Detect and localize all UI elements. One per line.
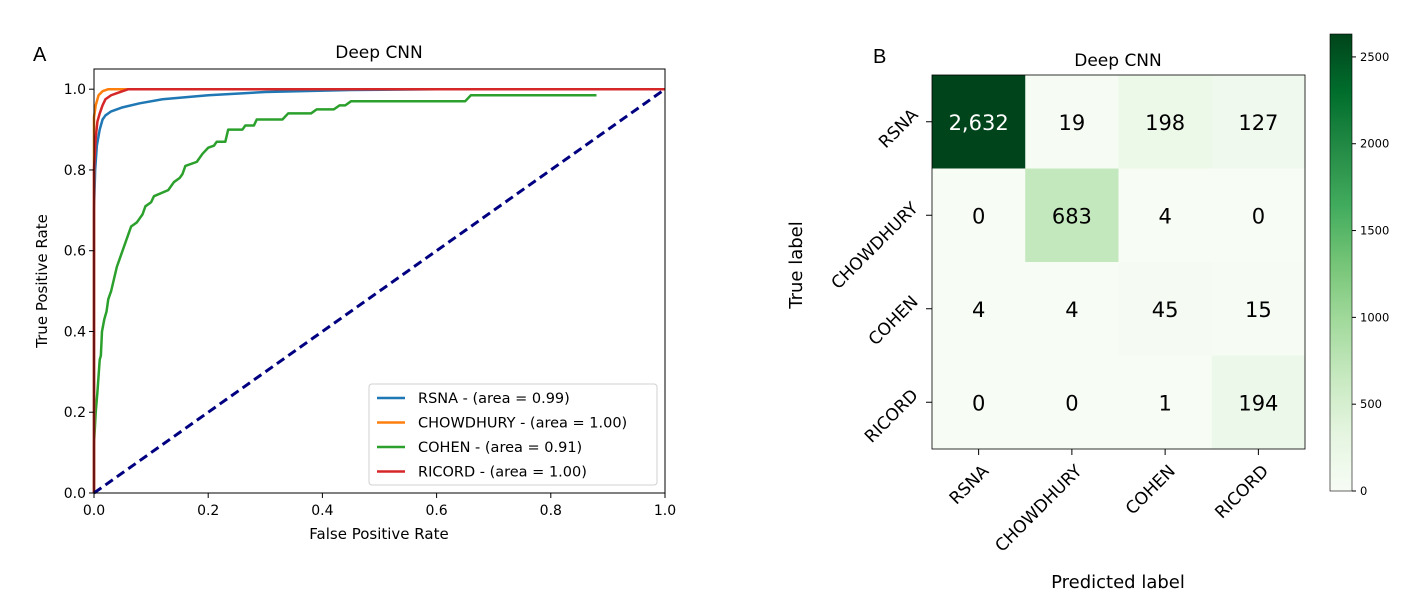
cm-cell-value: 683 (1052, 204, 1092, 228)
cm-cell-value: 1 (1158, 391, 1171, 415)
roc-axes-frame (93, 68, 666, 494)
roc-line-ricord (92, 87, 665, 493)
cm-y-tick-label: COHEN (865, 292, 923, 350)
x-tick-label: 0.6 (425, 503, 447, 519)
legend-entry: COHEN - (area = 0.91) (418, 440, 582, 456)
cm-frame (931, 74, 1306, 450)
y-tick-label: 0.2 (64, 405, 86, 421)
cm-cell (1025, 168, 1119, 263)
colorbar-tick-label: 1000 (1360, 310, 1389, 324)
y-tick-label: 0.4 (64, 324, 86, 340)
colorbar-tick-label: 2000 (1360, 137, 1389, 151)
cm-cell (1118, 75, 1213, 169)
y-tick-label: 1.0 (64, 82, 86, 98)
legend-frame (368, 383, 658, 486)
x-tick-label: 0.8 (540, 503, 562, 519)
cm-cell (932, 262, 1026, 356)
cm-cell (1025, 355, 1119, 450)
roc-x-axis-label: False Positive Rate (309, 525, 448, 543)
cm-cell (1025, 75, 1119, 169)
roc-line-cohen (92, 94, 597, 493)
cm-y-axis-label: True label (786, 221, 807, 310)
colorbar: 0 500 1000 1500 2000 2500 (1329, 33, 1389, 498)
cm-cell (1025, 262, 1119, 356)
cm-cell (1211, 75, 1306, 169)
cm-x-tick-label: RICORD (1211, 461, 1273, 523)
cm-cell-value: 45 (1152, 298, 1179, 322)
cm-cell (1118, 262, 1213, 356)
cm-y-tick-label: CHOWDHURY (828, 198, 923, 293)
cm-cell (1211, 355, 1306, 450)
x-tick-label: 0.4 (311, 503, 333, 519)
panel-label-a: A (33, 44, 47, 66)
x-tick-label: 0.2 (197, 503, 219, 519)
cm-cell-value: 4 (1158, 204, 1171, 228)
roc-y-axis-label: True Positive Rate (33, 214, 51, 349)
colorbar-tick-label: 1500 (1360, 224, 1389, 238)
colorbar-ticks: 0 500 1000 1500 2000 2500 (1352, 50, 1389, 498)
roc-legend: RSNA - (area = 0.99) CHOWDHURY - (area = … (368, 383, 658, 486)
legend-items: RSNA - (area = 0.99) CHOWDHURY - (area = … (377, 391, 627, 481)
roc-chart: Deep CNN 0.0 0.2 0.4 0.6 0.8 1.0 0.0 0.2 0.4 0.6… (33, 43, 676, 543)
chance-line (93, 87, 666, 495)
cm-cell-value: 0 (972, 391, 985, 415)
cm-cell-value: 127 (1238, 111, 1278, 135)
confusion-matrix: Deep CNN 2,632 19 198 127 0 683 4 0 4 4 45 15 0 0 1 194… (786, 51, 1306, 593)
cm-cell (932, 75, 1026, 169)
y-tick-label: 0.8 (64, 163, 86, 179)
cm-cell-value: 194 (1238, 391, 1278, 415)
cm-cell-value: 198 (1145, 111, 1185, 135)
cm-cell-value: 19 (1059, 111, 1086, 135)
cm-cell-value: 4 (1065, 298, 1078, 322)
legend-entry: RSNA - (area = 0.99) (418, 391, 570, 407)
roc-y-axis: 0.0 0.2 0.4 0.6 0.8 1.0 (64, 82, 94, 502)
cm-cell (1118, 168, 1213, 263)
cm-cell-value: 0 (972, 204, 985, 228)
legend-entry: CHOWDHURY - (area = 1.00) (418, 416, 627, 432)
cm-x-tick-label: COHEN (1122, 461, 1180, 519)
y-tick-label: 0.0 (64, 486, 86, 502)
cm-cell (1118, 355, 1213, 450)
y-tick-label: 0.6 (64, 244, 86, 260)
cm-cell (1211, 262, 1306, 356)
cm-title: Deep CNN (1074, 51, 1162, 71)
cm-x-axis-label: Predicted label (1051, 572, 1185, 593)
panel-label-b: B (873, 46, 886, 68)
cm-cell-value: 0 (1065, 391, 1078, 415)
roc-x-axis: 0.0 0.2 0.4 0.6 0.8 1.0 (83, 493, 676, 519)
cm-cell-value: 15 (1245, 298, 1272, 322)
cm-cell-value: 2,632 (949, 111, 1009, 135)
colorbar-gradient (1329, 33, 1353, 492)
x-tick-label: 0.0 (83, 503, 105, 519)
cm-cell-value: 0 (1252, 204, 1265, 228)
cm-x-tick-label: RSNA (946, 461, 994, 509)
cm-y-tick-label: RSNA (875, 105, 923, 153)
cm-y-tick-label: RICORD (861, 386, 923, 448)
colorbar-tick-label: 2500 (1360, 50, 1389, 64)
cm-cells: 2,632 19 198 127 0 683 4 0 4 4 45 15 0 0 1 194 (932, 75, 1306, 450)
roc-title: Deep CNN (335, 43, 423, 63)
cm-x-tick-label: CHOWDHURY (991, 461, 1086, 556)
cm-cell (1211, 168, 1306, 263)
colorbar-tick-label: 0 (1360, 484, 1367, 498)
colorbar-tick-label: 500 (1360, 397, 1382, 411)
cm-cell-value: 4 (972, 298, 985, 322)
cm-cell (932, 355, 1026, 450)
legend-entry: RICORD - (area = 1.00) (418, 465, 587, 481)
cm-cell (932, 168, 1026, 263)
x-tick-label: 1.0 (654, 503, 676, 519)
roc-line-rsna (92, 87, 665, 493)
